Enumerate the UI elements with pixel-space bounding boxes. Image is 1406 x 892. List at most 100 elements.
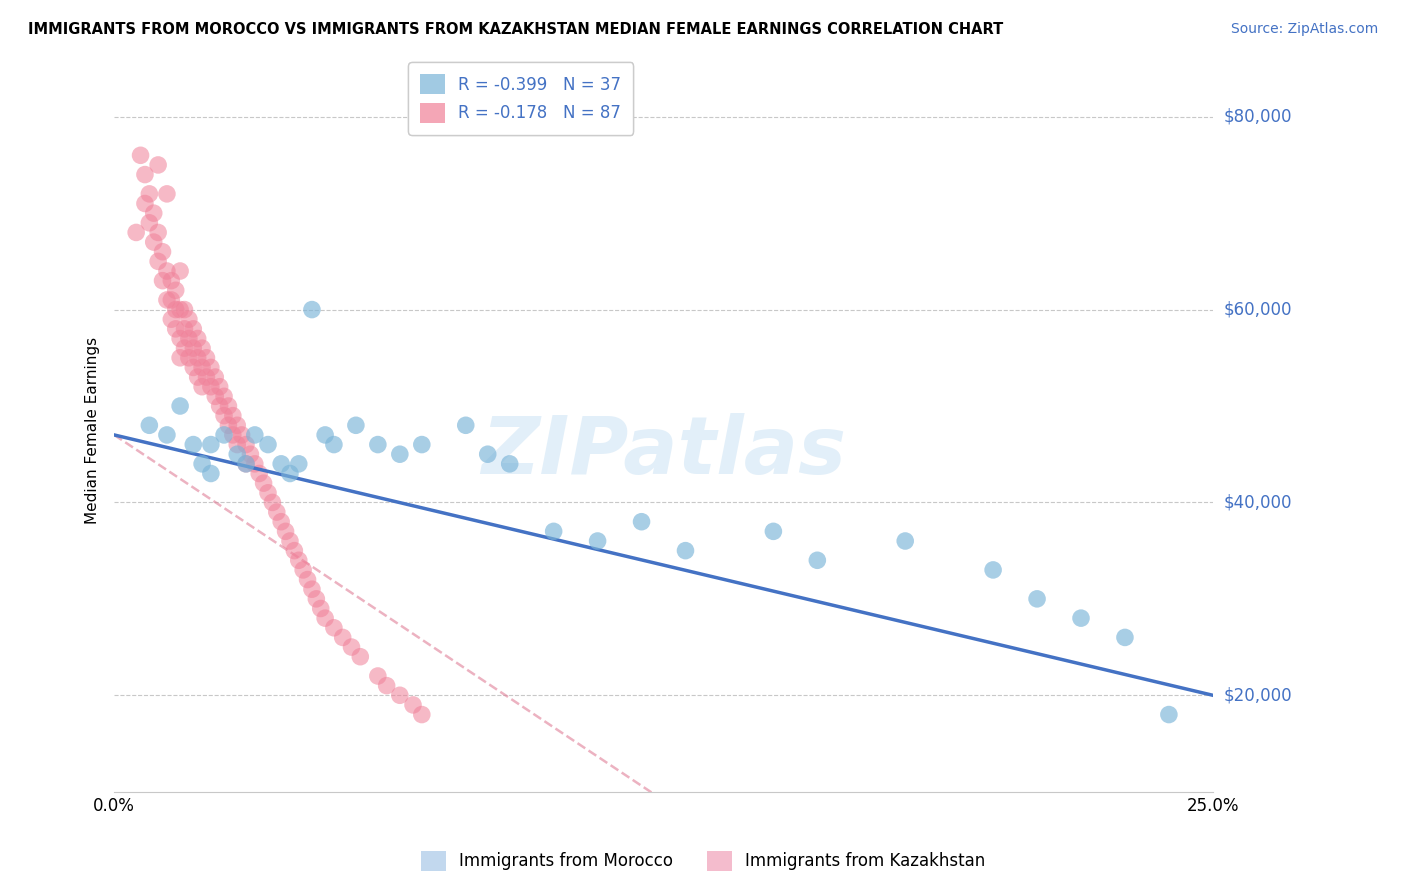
Point: [181, 322, 204, 336]
Point: [200, 437, 222, 451]
Point: [226, 437, 249, 451]
Point: [138, 418, 160, 433]
Text: ZIPatlas: ZIPatlas: [481, 413, 846, 491]
Point: [195, 370, 218, 384]
Point: [138, 186, 160, 201]
Point: [630, 515, 652, 529]
Point: [235, 457, 257, 471]
Point: [675, 543, 697, 558]
Point: [226, 418, 249, 433]
Point: [278, 533, 301, 548]
Point: [543, 524, 565, 539]
Text: Source: ZipAtlas.com: Source: ZipAtlas.com: [1230, 22, 1378, 37]
Point: [165, 322, 187, 336]
Point: [239, 447, 262, 461]
Point: [235, 457, 257, 471]
Point: [187, 331, 209, 345]
Point: [322, 621, 344, 635]
Point: [586, 533, 609, 548]
Text: $20,000: $20,000: [1225, 686, 1292, 705]
Point: [301, 302, 323, 317]
Point: [191, 360, 214, 375]
Point: [217, 399, 239, 413]
Point: [142, 235, 165, 249]
Point: [222, 409, 245, 423]
Point: [270, 457, 292, 471]
Point: [477, 447, 499, 461]
Point: [367, 669, 389, 683]
Point: [156, 293, 179, 307]
Point: [134, 168, 156, 182]
Y-axis label: Median Female Earnings: Median Female Earnings: [86, 336, 100, 524]
Point: [177, 351, 200, 365]
Point: [301, 582, 323, 597]
Point: [169, 264, 191, 278]
Point: [274, 524, 297, 539]
Point: [195, 351, 218, 365]
Point: [283, 543, 305, 558]
Point: [173, 322, 195, 336]
Point: [806, 553, 828, 567]
Point: [1026, 591, 1049, 606]
Point: [200, 467, 222, 481]
Point: [165, 283, 187, 297]
Point: [191, 457, 214, 471]
Point: [156, 264, 179, 278]
Point: [212, 409, 235, 423]
Point: [146, 254, 169, 268]
Point: [173, 341, 195, 355]
Point: [305, 591, 328, 606]
Point: [340, 640, 363, 654]
Point: [1114, 631, 1136, 645]
Point: [226, 447, 249, 461]
Point: [388, 688, 411, 702]
Point: [212, 428, 235, 442]
Point: [278, 467, 301, 481]
Point: [138, 216, 160, 230]
Point: [152, 274, 174, 288]
Point: [314, 428, 336, 442]
Point: [252, 476, 274, 491]
Point: [314, 611, 336, 625]
Point: [177, 331, 200, 345]
Point: [187, 351, 209, 365]
Point: [222, 428, 245, 442]
Point: [146, 226, 169, 240]
Point: [287, 457, 309, 471]
Point: [152, 244, 174, 259]
Point: [388, 447, 411, 461]
Legend: Immigrants from Morocco, Immigrants from Kazakhstan: Immigrants from Morocco, Immigrants from…: [412, 842, 994, 880]
Point: [322, 437, 344, 451]
Point: [270, 515, 292, 529]
Point: [173, 302, 195, 317]
Point: [160, 293, 183, 307]
Point: [297, 573, 319, 587]
Point: [411, 437, 433, 451]
Point: [349, 649, 371, 664]
Point: [169, 399, 191, 413]
Point: [1157, 707, 1180, 722]
Point: [287, 553, 309, 567]
Point: [332, 631, 354, 645]
Point: [411, 707, 433, 722]
Point: [402, 698, 425, 712]
Point: [262, 495, 284, 509]
Point: [1070, 611, 1092, 625]
Point: [187, 370, 209, 384]
Point: [981, 563, 1004, 577]
Point: [217, 418, 239, 433]
Point: [257, 437, 280, 451]
Point: [160, 274, 183, 288]
Point: [894, 533, 917, 548]
Legend: R = -0.399   N = 37, R = -0.178   N = 87: R = -0.399 N = 37, R = -0.178 N = 87: [408, 62, 633, 135]
Point: [169, 331, 191, 345]
Point: [156, 186, 179, 201]
Point: [344, 418, 367, 433]
Point: [266, 505, 288, 519]
Point: [454, 418, 477, 433]
Point: [156, 428, 179, 442]
Point: [204, 389, 226, 403]
Point: [235, 437, 257, 451]
Point: [177, 312, 200, 326]
Point: [292, 563, 315, 577]
